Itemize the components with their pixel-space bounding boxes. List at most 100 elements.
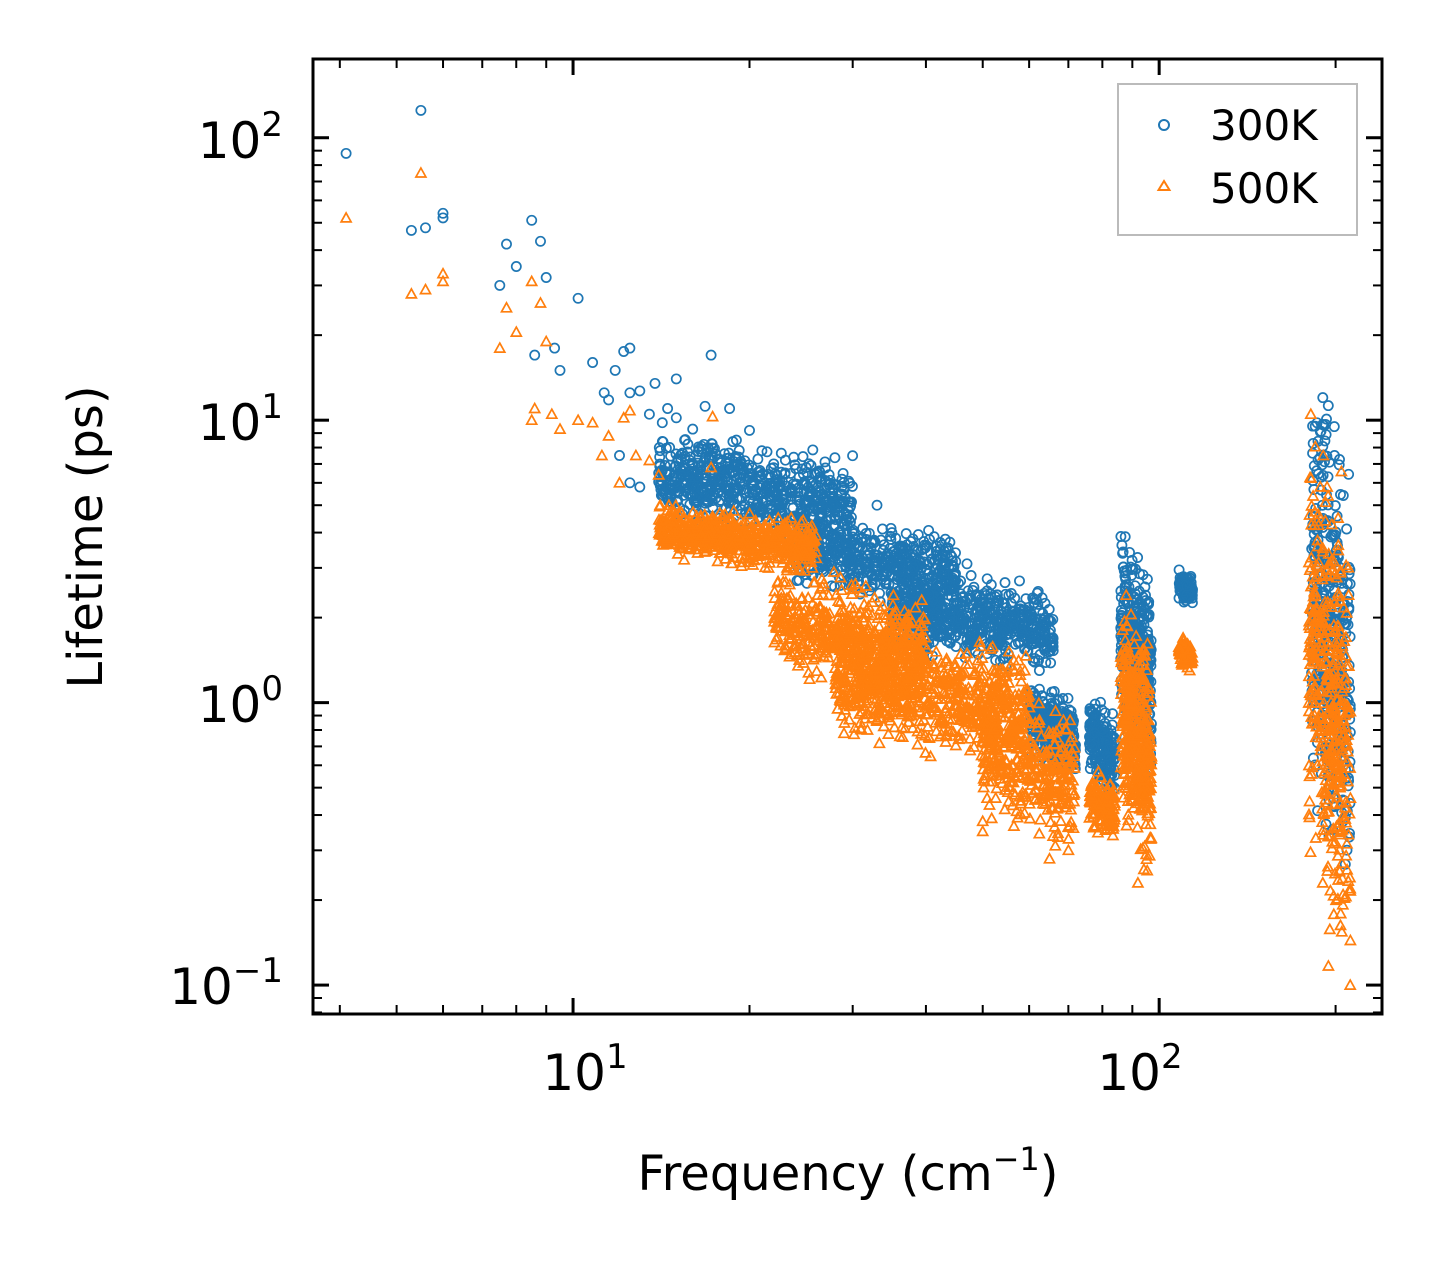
- data-point-500k: [595, 448, 609, 461]
- data-point-500k: [713, 506, 727, 519]
- data-point-300k: [1057, 693, 1069, 704]
- data-point-300k: [1038, 613, 1050, 625]
- data-point-300k: [1185, 570, 1197, 582]
- data-point-300k: [798, 476, 810, 488]
- data-point-500k: [872, 736, 886, 749]
- data-point-300k: [877, 523, 888, 535]
- data-point-300k: [1307, 437, 1319, 449]
- data-point-500k: [867, 626, 881, 638]
- data-point-300k: [992, 628, 1004, 640]
- data-point-500k: [677, 510, 691, 523]
- data-point-500k: [840, 663, 854, 676]
- data-point-300k: [501, 238, 512, 250]
- data-point-500k: [941, 722, 955, 735]
- data-point-300k: [1038, 643, 1050, 655]
- data-point-300k: [796, 463, 808, 475]
- data-point-300k: [754, 465, 766, 476]
- data-point-500k: [881, 727, 895, 739]
- data-point-300k: [808, 505, 820, 517]
- data-point-500k: [339, 211, 353, 223]
- data-point-300k: [1017, 631, 1028, 643]
- data-point-500k: [820, 615, 834, 627]
- data-point-300k: [939, 533, 951, 545]
- data-point-500k: [973, 661, 987, 674]
- data-point-300k: [700, 476, 712, 488]
- data-point-500k: [840, 675, 854, 687]
- data-point-300k: [819, 462, 831, 474]
- data-point-500k: [877, 672, 891, 684]
- data-point-300k: [912, 529, 924, 541]
- data-point-500k: [967, 667, 981, 680]
- data-point-300k: [847, 450, 859, 462]
- data-point-300k: [869, 536, 881, 548]
- data-point-300k: [952, 577, 964, 589]
- data-point-500k: [776, 575, 790, 587]
- data-point-300k: [405, 224, 417, 236]
- data-point-500k: [706, 409, 720, 422]
- data-point-300k: [803, 458, 815, 470]
- data-point-500k: [918, 612, 932, 625]
- data-point-300k: [993, 595, 1005, 607]
- data-point-300k: [739, 487, 751, 499]
- data-point-300k: [691, 471, 703, 483]
- data-point-500k: [781, 514, 794, 527]
- data-point-300k: [1037, 607, 1049, 619]
- data-point-500k: [704, 460, 718, 473]
- data-point-300k: [705, 349, 717, 361]
- data-point-300k: [952, 621, 964, 633]
- data-point-500k: [658, 513, 672, 526]
- data-point-500k: [769, 535, 783, 547]
- data-point-300k: [818, 484, 830, 496]
- data-point-500k: [815, 635, 829, 648]
- data-point-500k: [586, 415, 600, 428]
- data-point-500k: [806, 614, 820, 627]
- data-point-500k: [896, 624, 910, 636]
- data-point-500k: [908, 600, 922, 613]
- data-point-500k: [884, 617, 898, 630]
- data-point-500k: [667, 521, 681, 533]
- data-point-300k: [1141, 609, 1153, 621]
- data-point-500k: [895, 720, 909, 733]
- data-point-300k: [962, 585, 974, 597]
- data-point-500k: [662, 498, 676, 511]
- data-point-300k: [614, 450, 625, 461]
- data-point-500k: [817, 605, 831, 617]
- data-point-500k: [787, 639, 801, 652]
- data-point-300k: [777, 496, 789, 508]
- data-point-300k: [1308, 460, 1320, 472]
- data-point-500k: [811, 618, 824, 631]
- data-point-300k: [494, 279, 506, 291]
- data-point-500k: [711, 522, 725, 534]
- data-point-300k: [728, 465, 739, 477]
- data-point-300k: [1014, 575, 1025, 587]
- data-point-300k: [1026, 620, 1038, 632]
- data-point-500k: [724, 546, 738, 559]
- data-point-500k: [854, 721, 868, 734]
- data-point-500k: [700, 541, 714, 554]
- data-point-300k: [905, 536, 917, 547]
- data-point-300k: [540, 272, 552, 283]
- data-point-500k: [897, 671, 911, 684]
- data-point-300k: [1026, 613, 1038, 624]
- data-point-300k: [995, 605, 1007, 617]
- data-point-300k: [1099, 707, 1111, 719]
- data-point-500k: [545, 407, 559, 420]
- data-point-500k: [855, 705, 869, 717]
- data-point-500k: [886, 647, 899, 660]
- data-point-500k: [898, 604, 912, 616]
- data-point-300k: [743, 468, 755, 480]
- data-point-300k: [1039, 626, 1051, 638]
- data-point-300k: [1322, 471, 1334, 483]
- data-point-300k: [714, 462, 726, 474]
- data-point-500k: [436, 274, 450, 287]
- data-point-300k: [1045, 632, 1057, 644]
- data-point-500k: [831, 611, 845, 624]
- data-point-500k: [913, 704, 927, 716]
- data-point-500k: [766, 518, 780, 531]
- data-point-500k: [758, 520, 772, 532]
- data-point-300k: [1033, 655, 1044, 666]
- data-point-500k: [790, 648, 804, 661]
- data-point-300k: [946, 559, 958, 571]
- data-point-300k: [670, 373, 682, 385]
- data-point-500k: [805, 561, 819, 573]
